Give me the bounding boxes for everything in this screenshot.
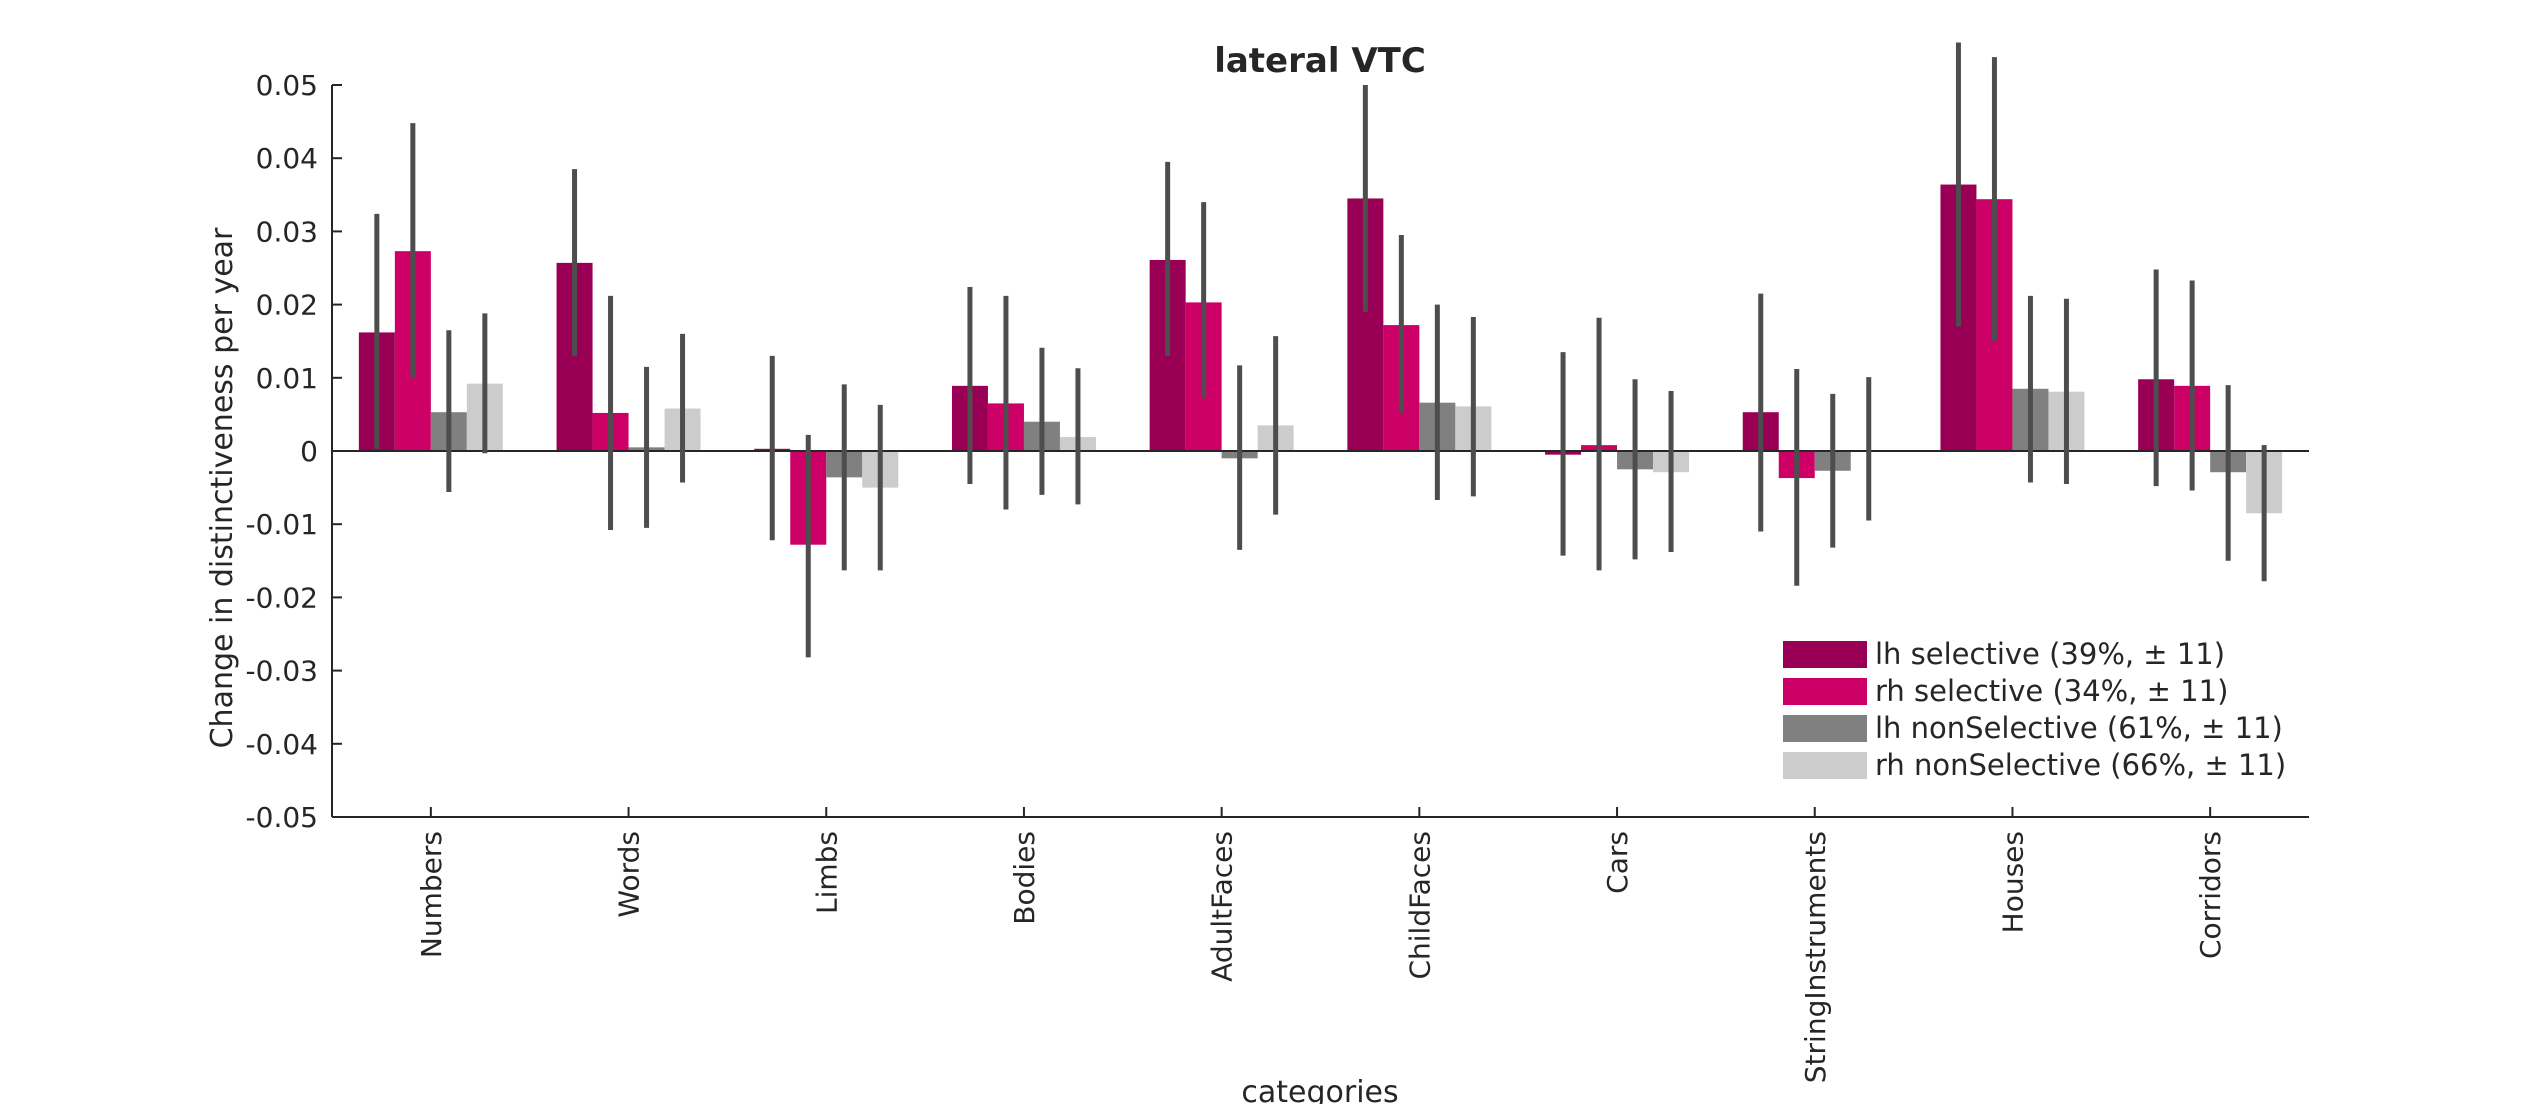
y-tick-label: 0.04 bbox=[256, 142, 318, 175]
legend-swatch bbox=[1783, 678, 1867, 705]
legend-label: lh nonSelective (61%, ± 11) bbox=[1875, 711, 2283, 745]
x-tick-label: Numbers bbox=[415, 831, 448, 958]
x-tick-label: AdultFaces bbox=[1206, 831, 1239, 982]
y-axis-label: Change in distinctiveness per year bbox=[205, 227, 240, 748]
plot-area: 0.05 0.04 0.03 0.02 0.01 0 -0.01 -0.02 -0.03 -0.0… bbox=[246, 42, 2309, 1083]
y-tick-label: -0.02 bbox=[246, 581, 318, 614]
legend-label: rh nonSelective (66%, ± 11) bbox=[1875, 748, 2286, 782]
legend: lh selective (39%, ± 11)rh selective (34… bbox=[1783, 637, 2286, 782]
x-tick-label: Corridors bbox=[2194, 831, 2227, 959]
y-tick-label: 0.01 bbox=[256, 362, 318, 395]
x-tick-label: StringInstruments bbox=[1799, 831, 1832, 1083]
x-tick-label: Bodies bbox=[1008, 831, 1041, 925]
x-tick-label: Houses bbox=[1996, 831, 2029, 933]
y-tick-label: 0.02 bbox=[256, 289, 318, 322]
x-tick-label: Cars bbox=[1601, 831, 1634, 894]
legend-swatch bbox=[1783, 715, 1867, 742]
y-tick-label: -0.05 bbox=[246, 801, 318, 834]
y-tick-label: 0.05 bbox=[256, 69, 318, 102]
y-tick-label: 0.03 bbox=[256, 215, 318, 248]
y-tick-label: -0.04 bbox=[246, 728, 318, 761]
x-tick-label: Words bbox=[613, 831, 646, 918]
legend-swatch bbox=[1783, 641, 1867, 668]
x-tick-label: Limbs bbox=[810, 831, 843, 914]
y-tick-label: 0 bbox=[300, 435, 318, 468]
y-tick-label: -0.03 bbox=[246, 655, 318, 688]
legend-swatch bbox=[1783, 752, 1867, 779]
y-tick-label: -0.01 bbox=[246, 508, 318, 541]
legend-label: rh selective (34%, ± 11) bbox=[1875, 674, 2228, 708]
x-axis-label: categories bbox=[1241, 1075, 1398, 1104]
x-tick-label: ChildFaces bbox=[1403, 831, 1436, 980]
legend-label: lh selective (39%, ± 11) bbox=[1875, 637, 2225, 671]
chart-title: lateral VTC bbox=[1214, 41, 1426, 81]
